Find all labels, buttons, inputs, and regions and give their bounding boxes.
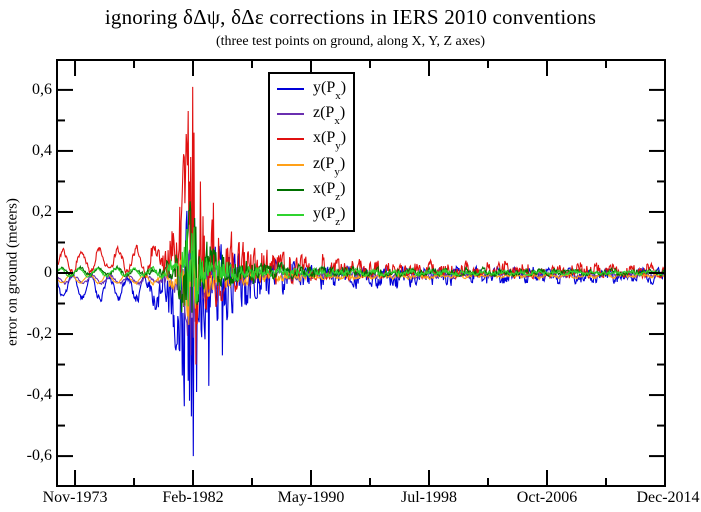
legend-label: x(Py): [313, 129, 347, 153]
legend-line-sample: [277, 87, 304, 90]
y-tick-label--0,2: -0,2: [26, 325, 52, 343]
legend: y(Px) z(Px) x(Py) z(Py) x(Pz) y(Pz): [268, 72, 355, 232]
y-tick-label--0,4: -0,4: [26, 386, 52, 404]
chart-subtitle: (three test points on ground, along X, Y…: [215, 34, 486, 49]
y-tick-label--0,6: -0,6: [26, 447, 52, 465]
legend-entry-x(Pz): x(Pz): [270, 178, 353, 204]
legend-entry-x(Py): x(Py): [270, 127, 353, 153]
x-tick-label-Jul-1998: Jul-1998: [401, 489, 457, 506]
x-tick-label-Nov-1973: Nov-1973: [42, 489, 108, 506]
legend-line-sample: [277, 188, 304, 191]
series-line-x(Py): [57, 86, 665, 365]
series-line-y(Pz): [57, 227, 665, 307]
legend-line-sample: [277, 112, 304, 115]
legend-entry-z(Py): z(Py): [270, 153, 353, 178]
y-tick-label-0: 0: [44, 264, 52, 281]
legend-label: y(Pz): [313, 205, 346, 229]
legend-label: z(Py): [313, 154, 346, 178]
legend-line-sample: [277, 214, 304, 217]
series-line-y(Px): [57, 210, 665, 457]
y-tick-label-0,6: 0,6: [32, 80, 52, 98]
x-tick-label-Dec-2014: Dec-2014: [636, 489, 700, 506]
legend-line-sample: [277, 138, 304, 141]
chart-title: ignoring δΔψ, δΔε corrections in IERS 20…: [104, 5, 597, 29]
series-line-z(Py): [57, 256, 665, 325]
x-tick-label-Feb-1982: Feb-1982: [162, 489, 224, 506]
x-tick-label-May-1990: May-1990: [277, 489, 345, 506]
legend-entry-z(Px): z(Px): [270, 102, 353, 128]
series-line-x(Pz): [57, 201, 665, 313]
y-tick-label-0,4: 0,4: [32, 141, 52, 159]
legend-line-sample: [277, 163, 304, 166]
y-tick-label-0,2: 0,2: [32, 202, 52, 220]
legend-entry-y(Pz): y(Pz): [270, 203, 353, 229]
legend-entry-y(Px): y(Px): [270, 77, 353, 102]
legend-label: x(Pz): [313, 179, 346, 204]
legend-label: z(Px): [313, 103, 346, 128]
legend-label: y(Px): [313, 78, 347, 102]
x-tick-label-Oct-2006: Oct-2006: [516, 489, 578, 506]
